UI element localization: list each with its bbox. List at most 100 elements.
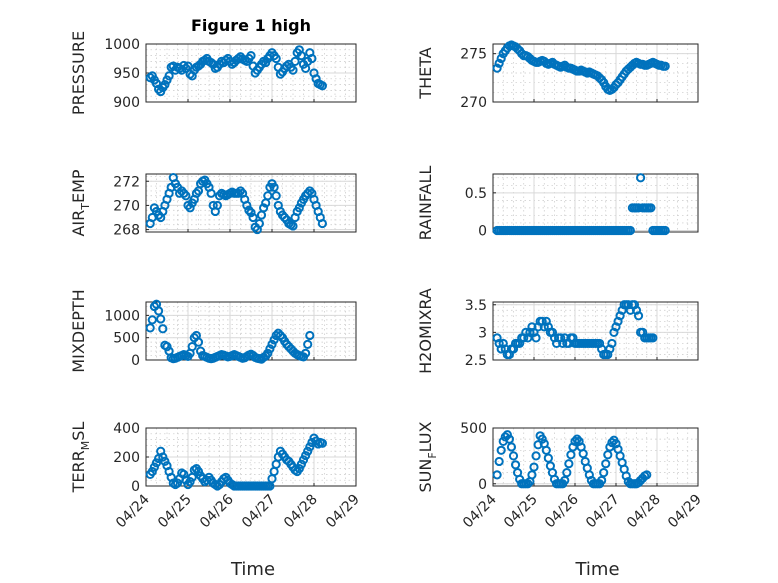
data-point bbox=[607, 338, 617, 349]
data-point bbox=[642, 470, 652, 480]
subplot-5: 0 500 1000 MIXDEPTH bbox=[69, 289, 357, 373]
data-point bbox=[267, 339, 277, 349]
data-point bbox=[317, 438, 327, 448]
x-tick-label: 04/24 bbox=[460, 491, 500, 531]
data-points bbox=[492, 173, 670, 236]
y-axis-label-subscript: T bbox=[79, 203, 92, 211]
y-axis-label-subscript: F bbox=[426, 452, 439, 458]
y-tick-label: 270 bbox=[113, 198, 140, 214]
y-tick-label: 0.5 bbox=[465, 186, 487, 202]
axes-frame bbox=[492, 301, 699, 361]
data-point bbox=[162, 342, 172, 352]
data-point bbox=[290, 56, 300, 67]
data-point bbox=[599, 468, 609, 478]
y-tick-label: 0 bbox=[131, 479, 140, 495]
y-axis-label: PRESSURE bbox=[69, 31, 88, 115]
y-axis-label-tail: SL bbox=[69, 422, 88, 441]
data-point bbox=[193, 466, 204, 477]
y-tick-label: 268 bbox=[113, 223, 140, 239]
data-points bbox=[145, 433, 327, 491]
x-axis-label: Time bbox=[230, 559, 275, 580]
data-point bbox=[531, 333, 541, 343]
data-point bbox=[566, 450, 576, 460]
data-point bbox=[193, 337, 204, 347]
data-point bbox=[660, 61, 670, 71]
data-point bbox=[158, 452, 168, 462]
axes-box bbox=[492, 173, 699, 233]
x-tick-label: 04/25 bbox=[501, 492, 541, 532]
subplot-6: 2.5 3 3.5 H2OMIXRA bbox=[416, 288, 699, 374]
data-point bbox=[570, 436, 580, 446]
y-tick-label: 1000 bbox=[104, 308, 140, 324]
data-point bbox=[246, 51, 256, 61]
data-point bbox=[158, 324, 168, 334]
y-tick-label: 0 bbox=[131, 353, 140, 369]
y-tick-label: 2.5 bbox=[465, 353, 487, 369]
axes-frame bbox=[145, 301, 357, 361]
y-tick-label: 0 bbox=[478, 223, 487, 239]
x-tick-label: 04/26 bbox=[542, 491, 582, 531]
data-point bbox=[646, 203, 656, 213]
data-point bbox=[502, 430, 512, 440]
data-point bbox=[506, 442, 517, 452]
data-point bbox=[183, 61, 193, 71]
x-tick-label: 04/28 bbox=[624, 492, 664, 532]
data-point bbox=[181, 191, 191, 201]
data-point bbox=[151, 458, 162, 468]
data-point bbox=[307, 53, 317, 64]
y-axis-label: SUNFLUX bbox=[416, 421, 439, 492]
data-point bbox=[149, 462, 159, 472]
data-point bbox=[275, 330, 285, 341]
data-point bbox=[246, 208, 256, 218]
data-point bbox=[296, 51, 306, 61]
y-tick-label: 400 bbox=[113, 421, 140, 437]
data-point bbox=[212, 200, 222, 211]
data-point bbox=[317, 81, 327, 91]
y-axis-label-main: TERR bbox=[69, 450, 88, 493]
data-point bbox=[537, 434, 547, 444]
data-point bbox=[248, 212, 258, 223]
data-point bbox=[541, 445, 551, 455]
data-point bbox=[271, 53, 281, 64]
subplot-1: 900 950 1000 PRESSURE bbox=[69, 31, 357, 115]
data-point bbox=[492, 63, 502, 73]
data-point bbox=[263, 348, 273, 358]
data-point bbox=[311, 74, 321, 84]
data-point bbox=[660, 225, 670, 236]
y-axis-label: TERRMSL bbox=[69, 422, 92, 494]
y-axis-label-main: AIR bbox=[69, 210, 88, 237]
data-point bbox=[494, 456, 504, 467]
y-axis-label: RAINFALL bbox=[416, 166, 435, 241]
data-point bbox=[601, 459, 611, 469]
x-tick-label: 04/25 bbox=[155, 492, 195, 532]
data-point bbox=[510, 460, 521, 470]
subplot-2: 270 275 THETA bbox=[416, 40, 699, 111]
y-tick-label: 3 bbox=[478, 325, 487, 341]
data-point bbox=[527, 470, 537, 480]
y-axis-label: AIRTEMP bbox=[69, 169, 92, 236]
data-point bbox=[560, 475, 570, 486]
figure-title: Figure 1 high bbox=[191, 16, 311, 35]
data-point bbox=[269, 335, 279, 345]
axes-box bbox=[492, 301, 699, 361]
x-tick-label: 04/28 bbox=[281, 492, 321, 532]
data-point bbox=[603, 450, 613, 460]
y-tick-label: 275 bbox=[460, 47, 487, 63]
data-point bbox=[578, 449, 588, 459]
x-tick-label: 04/26 bbox=[197, 491, 237, 531]
data-point bbox=[254, 218, 264, 229]
data-point bbox=[288, 221, 298, 231]
data-point bbox=[494, 58, 504, 68]
data-points bbox=[492, 300, 658, 360]
data-point bbox=[301, 450, 311, 461]
data-point bbox=[185, 477, 195, 487]
data-point bbox=[206, 188, 216, 198]
data-point bbox=[492, 470, 502, 480]
y-tick-label: 3.5 bbox=[465, 298, 487, 314]
y-axis-label-main: SUN bbox=[416, 459, 435, 493]
y-tick-label: 270 bbox=[460, 95, 487, 111]
subplot-3: 268 270 272 AIRTEMP bbox=[69, 169, 357, 239]
data-points bbox=[145, 45, 327, 97]
y-tick-label: 500 bbox=[113, 331, 140, 347]
subplot-8: 0 500 04/24 04/25 04/26 04/27 04/28 04/29 SUNFLU… bbox=[416, 421, 705, 580]
